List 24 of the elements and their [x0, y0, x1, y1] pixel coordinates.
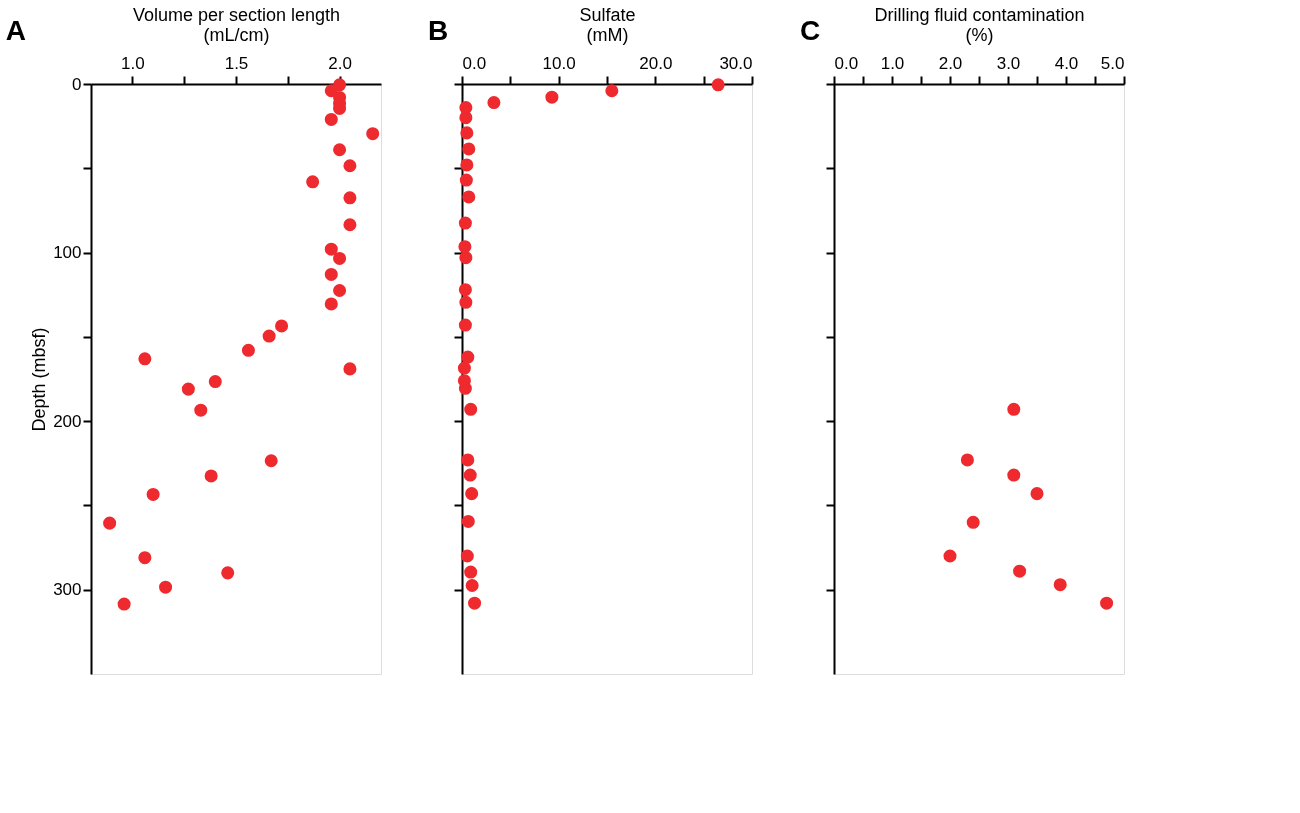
- x-tick-label: 1.0: [880, 53, 905, 73]
- chart-title: C: [800, 15, 821, 46]
- x-tick-label: 20.0: [639, 53, 673, 73]
- x-axis-title: Sulfate (mM): [579, 4, 636, 45]
- x-tick-label: 0.0: [834, 53, 859, 73]
- x-axis-title: Volume per section length (mL/cm): [132, 4, 341, 45]
- x-axis-title: Drilling fluid contamination (%): [874, 4, 1085, 45]
- x-tick-label: 3.0: [996, 53, 1021, 73]
- y-tick-label: 300: [53, 580, 82, 600]
- y-tick-label: 0: [72, 74, 82, 94]
- x-tick-label: 2.0: [938, 53, 963, 73]
- x-tick-label: 0.0: [462, 53, 487, 73]
- x-tick-label: 1.0: [121, 53, 145, 73]
- x-tick-label: 1.5: [224, 53, 249, 73]
- x-tick-label: 4.0: [1054, 53, 1079, 73]
- chart-title: A: [5, 15, 26, 46]
- x-tick-label: 10.0: [542, 53, 576, 73]
- chart-title: B: [428, 15, 449, 46]
- y-tick-label: 200: [53, 411, 82, 431]
- x-tick-label: 2.0: [328, 53, 352, 73]
- y-axis-title: Depth (mbsf): [29, 327, 50, 432]
- x-tick-label: 30.0: [719, 53, 753, 73]
- x-tick-label: 5.0: [1100, 53, 1125, 73]
- y-tick-label: 100: [53, 243, 82, 263]
